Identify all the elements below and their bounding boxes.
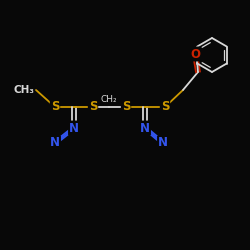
Text: N: N — [50, 136, 60, 149]
Text: N: N — [140, 122, 150, 134]
Text: N: N — [69, 122, 79, 134]
Text: CH₃: CH₃ — [13, 85, 34, 95]
Text: S: S — [89, 100, 97, 114]
Text: S: S — [51, 100, 59, 114]
Text: N: N — [158, 136, 168, 149]
Text: S: S — [161, 100, 169, 114]
Text: CH₂: CH₂ — [101, 94, 117, 104]
Text: S: S — [122, 100, 130, 114]
Text: O: O — [190, 48, 200, 60]
